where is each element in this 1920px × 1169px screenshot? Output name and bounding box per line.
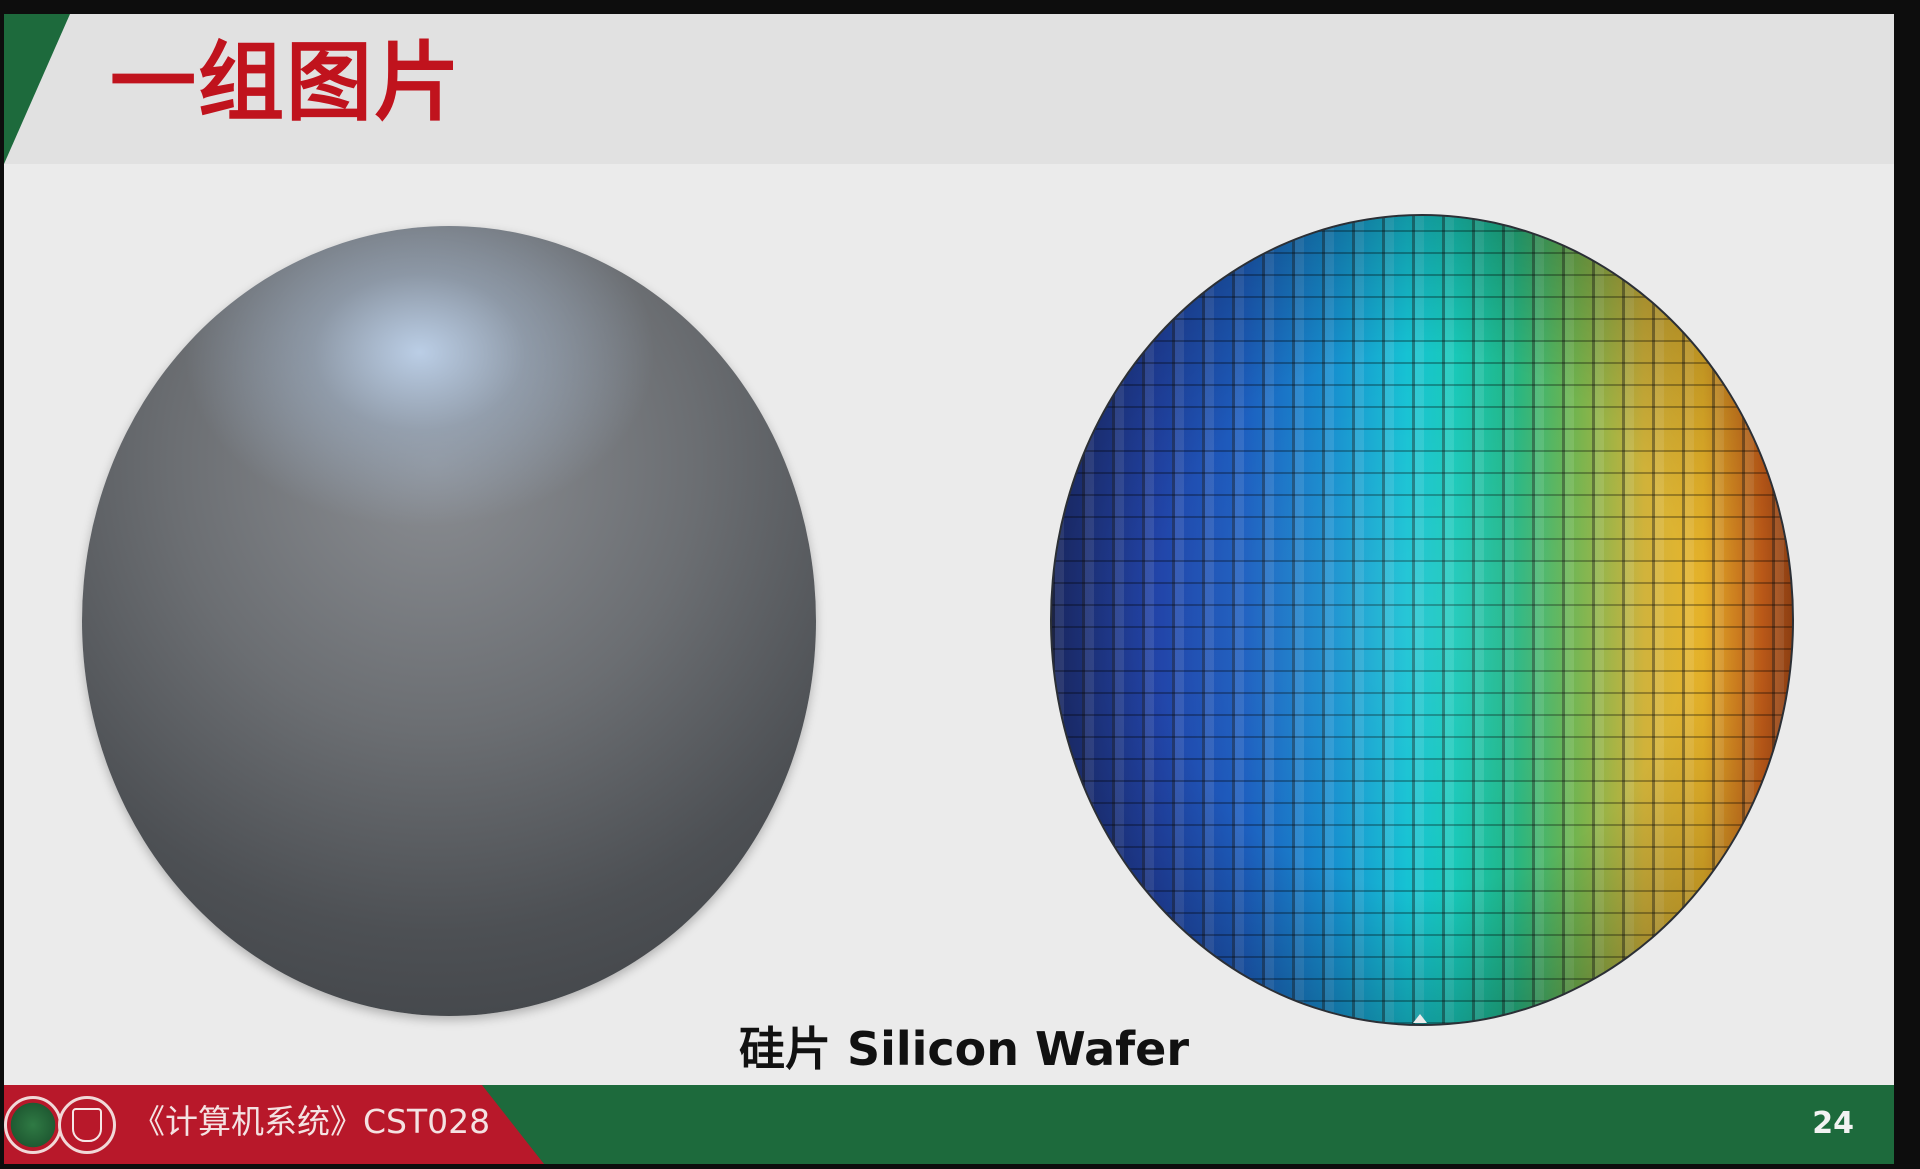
image-caption: 硅片 Silicon Wafer [738, 1022, 1190, 1076]
university-emblem-icon [4, 1096, 62, 1154]
page-number: 24 [1812, 1106, 1854, 1141]
plain-silicon-wafer-image [82, 226, 816, 1016]
patterned-silicon-wafer-image [1050, 214, 1794, 1026]
slide-title: 一组图片 [110, 33, 462, 133]
title-accent-stripe [4, 14, 70, 164]
title-band [4, 14, 1894, 164]
slide: 一组图片 硅片 Silicon Wafer 《计算机系统》CST028 24 [4, 14, 1894, 1164]
school-shield-icon [58, 1096, 116, 1154]
wafer-notch [1413, 1014, 1427, 1023]
course-label: 《计算机系统》CST028 [132, 1102, 491, 1141]
